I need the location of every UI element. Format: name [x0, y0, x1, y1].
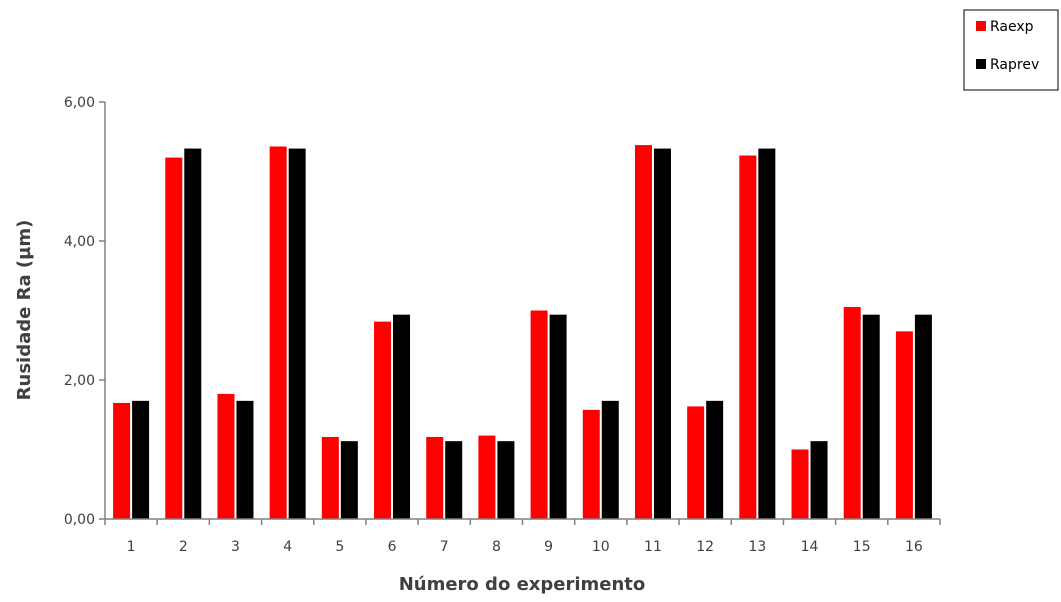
- legend-label-raexp: Raexp: [990, 19, 1034, 35]
- y-tick-label: 4,00: [64, 234, 95, 250]
- x-tick-label: 4: [283, 539, 292, 555]
- x-tick-label: 5: [335, 539, 344, 555]
- bar-raprev-1: [132, 400, 150, 519]
- bar-raprev-3: [236, 400, 254, 519]
- x-axis-title: Número do experimento: [399, 574, 646, 595]
- bar-raprev-13: [758, 148, 776, 519]
- x-tick-label: 13: [748, 539, 766, 555]
- x-tick-label: 14: [801, 539, 819, 555]
- bar-raexp-11: [634, 145, 652, 519]
- x-tick-label: 11: [644, 539, 662, 555]
- bar-raexp-12: [687, 406, 705, 519]
- legend-swatch-raexp: [976, 21, 986, 31]
- y-axis-title: Rusidade Ra (µm): [14, 220, 35, 401]
- bar-raprev-8: [497, 441, 515, 519]
- bar-raprev-12: [706, 400, 724, 519]
- x-tick-label: 10: [592, 539, 610, 555]
- bar-raexp-7: [426, 436, 444, 519]
- bar-raexp-6: [374, 321, 392, 519]
- bar-raexp-2: [165, 157, 183, 519]
- x-tick-label: 12: [696, 539, 714, 555]
- bar-raprev-16: [914, 314, 932, 519]
- bar-raexp-3: [217, 393, 235, 519]
- legend: Raexp Raprev: [963, 9, 1059, 91]
- bars-group: [113, 145, 932, 520]
- bar-raprev-5: [340, 441, 358, 519]
- bar-raprev-10: [601, 400, 619, 519]
- y-ticks-group: 0,00 2,00 4,00 6,00: [64, 95, 105, 528]
- y-tick-label: 2,00: [64, 373, 95, 389]
- x-tick-label: 2: [179, 539, 188, 555]
- x-tick-label: 1: [127, 539, 136, 555]
- bar-raexp-5: [321, 436, 339, 519]
- bar-raexp-4: [269, 146, 287, 520]
- bar-raexp-14: [791, 449, 809, 519]
- x-tick-label: 6: [388, 539, 397, 555]
- bar-raexp-8: [478, 435, 496, 519]
- bar-raexp-13: [739, 155, 757, 519]
- x-ticks-group: 1 2 3 4 5 6 7 8 9 10 11 12 13 14 15 16: [104, 519, 941, 555]
- x-tick-label: 15: [853, 539, 871, 555]
- bar-raexp-9: [530, 310, 548, 519]
- bar-raexp-16: [895, 331, 913, 519]
- y-tick-label: 0,00: [64, 512, 95, 528]
- x-tick-label: 7: [440, 539, 449, 555]
- bar-raprev-9: [549, 314, 567, 519]
- bar-raexp-10: [582, 409, 600, 519]
- bar-raexp-15: [843, 307, 861, 519]
- x-tick-label: 16: [905, 539, 923, 555]
- bar-raprev-11: [653, 148, 671, 519]
- legend-swatch-raprev: [976, 59, 986, 69]
- bar-raprev-4: [288, 148, 306, 519]
- bar-raexp-1: [113, 402, 131, 519]
- legend-label-raprev: Raprev: [990, 57, 1039, 73]
- bar-raprev-6: [393, 314, 411, 519]
- bar-raprev-2: [184, 148, 202, 519]
- x-tick-label: 9: [544, 539, 553, 555]
- x-tick-label: 8: [492, 539, 501, 555]
- y-tick-label: 6,00: [64, 95, 95, 111]
- bar-raprev-14: [810, 441, 828, 519]
- x-tick-label: 3: [231, 539, 240, 555]
- bar-raprev-15: [862, 314, 880, 519]
- bar-raprev-7: [445, 441, 463, 519]
